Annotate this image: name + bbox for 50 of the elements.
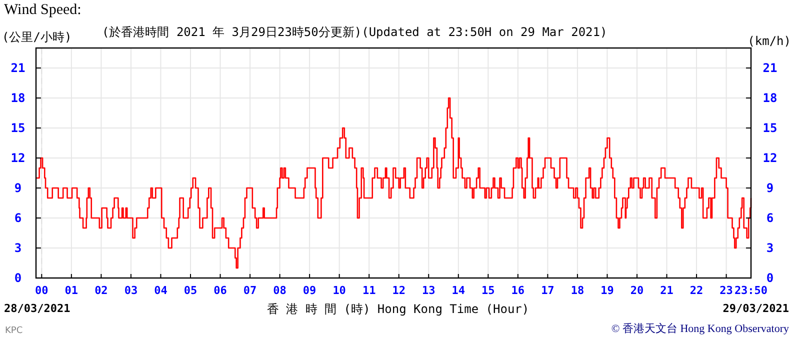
y-axis-title: (公里/小時) (2, 30, 72, 44)
y2-tick-label: 21 (762, 61, 778, 75)
y2-axis-title: (km/h) (748, 34, 791, 48)
x-tick-label: 16 (511, 284, 525, 297)
x-tick-label: 20 (630, 284, 644, 297)
x-tick-label: 12 (392, 284, 406, 297)
x-tick-label: 09 (302, 284, 316, 297)
y-tick-label: 9 (14, 181, 22, 195)
x-tick-label: 11 (362, 284, 376, 297)
y-tick-label: 0 (14, 271, 22, 285)
x-tick-label: 17 (541, 284, 554, 297)
y2-tick-label: 18 (762, 91, 778, 105)
x-tick-label: 04 (154, 284, 168, 297)
y2-tick-label: 9 (766, 181, 774, 195)
y-tick-label: 21 (10, 61, 26, 75)
x-tick-label: 19 (600, 284, 614, 297)
x-tick-label: 13 (422, 284, 436, 297)
x-tick-label: 01 (64, 284, 78, 297)
y2-tick-label: 6 (766, 211, 774, 225)
y-tick-label: 3 (14, 241, 22, 255)
x-tick-label: 10 (332, 284, 346, 297)
x-tick-label: 02 (94, 284, 108, 297)
x-axis-title: 香 港 時 間 (時) Hong Kong Time (Hour) (266, 302, 530, 316)
y2-tick-label: 3 (766, 241, 774, 255)
x-tick-label: 18 (570, 284, 584, 297)
x-tick-label: 03 (124, 284, 138, 297)
chart-title: Wind Speed: (4, 2, 82, 18)
y2-tick-label: 0 (766, 271, 774, 285)
y-tick-label: 18 (10, 91, 26, 105)
text: © 香港天文台 Hong Kong Observatory (611, 322, 790, 335)
y-tick-label: 15 (10, 121, 26, 135)
text: KPC (5, 326, 23, 336)
x-tick-label: 15 (482, 284, 495, 297)
x-tick-label: 05 (184, 284, 198, 297)
x-tick-label: 00 (35, 284, 48, 297)
x-tick-label: 07 (243, 284, 257, 297)
x-tick-label: 06 (214, 284, 228, 297)
x-tick-label: 08 (273, 284, 286, 297)
text: 28/03/2021 (4, 302, 71, 315)
x-tick-label: 22 (690, 284, 704, 297)
x-tick-label: 23:50 (734, 284, 768, 297)
text: 29/03/2021 (722, 302, 790, 315)
y2-tick-label: 15 (762, 121, 778, 135)
x-tick-label: 23 (720, 284, 733, 297)
chart-subtitle: (於香港時間 2021 年 3月29日23時50分更新)(Updated at 23:50H on 29 Mar 2021) (102, 25, 608, 39)
y-tick-label: 12 (10, 151, 26, 165)
x-tick-label: 21 (660, 284, 674, 297)
y-tick-label: 6 (14, 211, 22, 225)
y2-tick-label: 12 (762, 151, 778, 165)
x-tick-label: 14 (452, 284, 466, 297)
